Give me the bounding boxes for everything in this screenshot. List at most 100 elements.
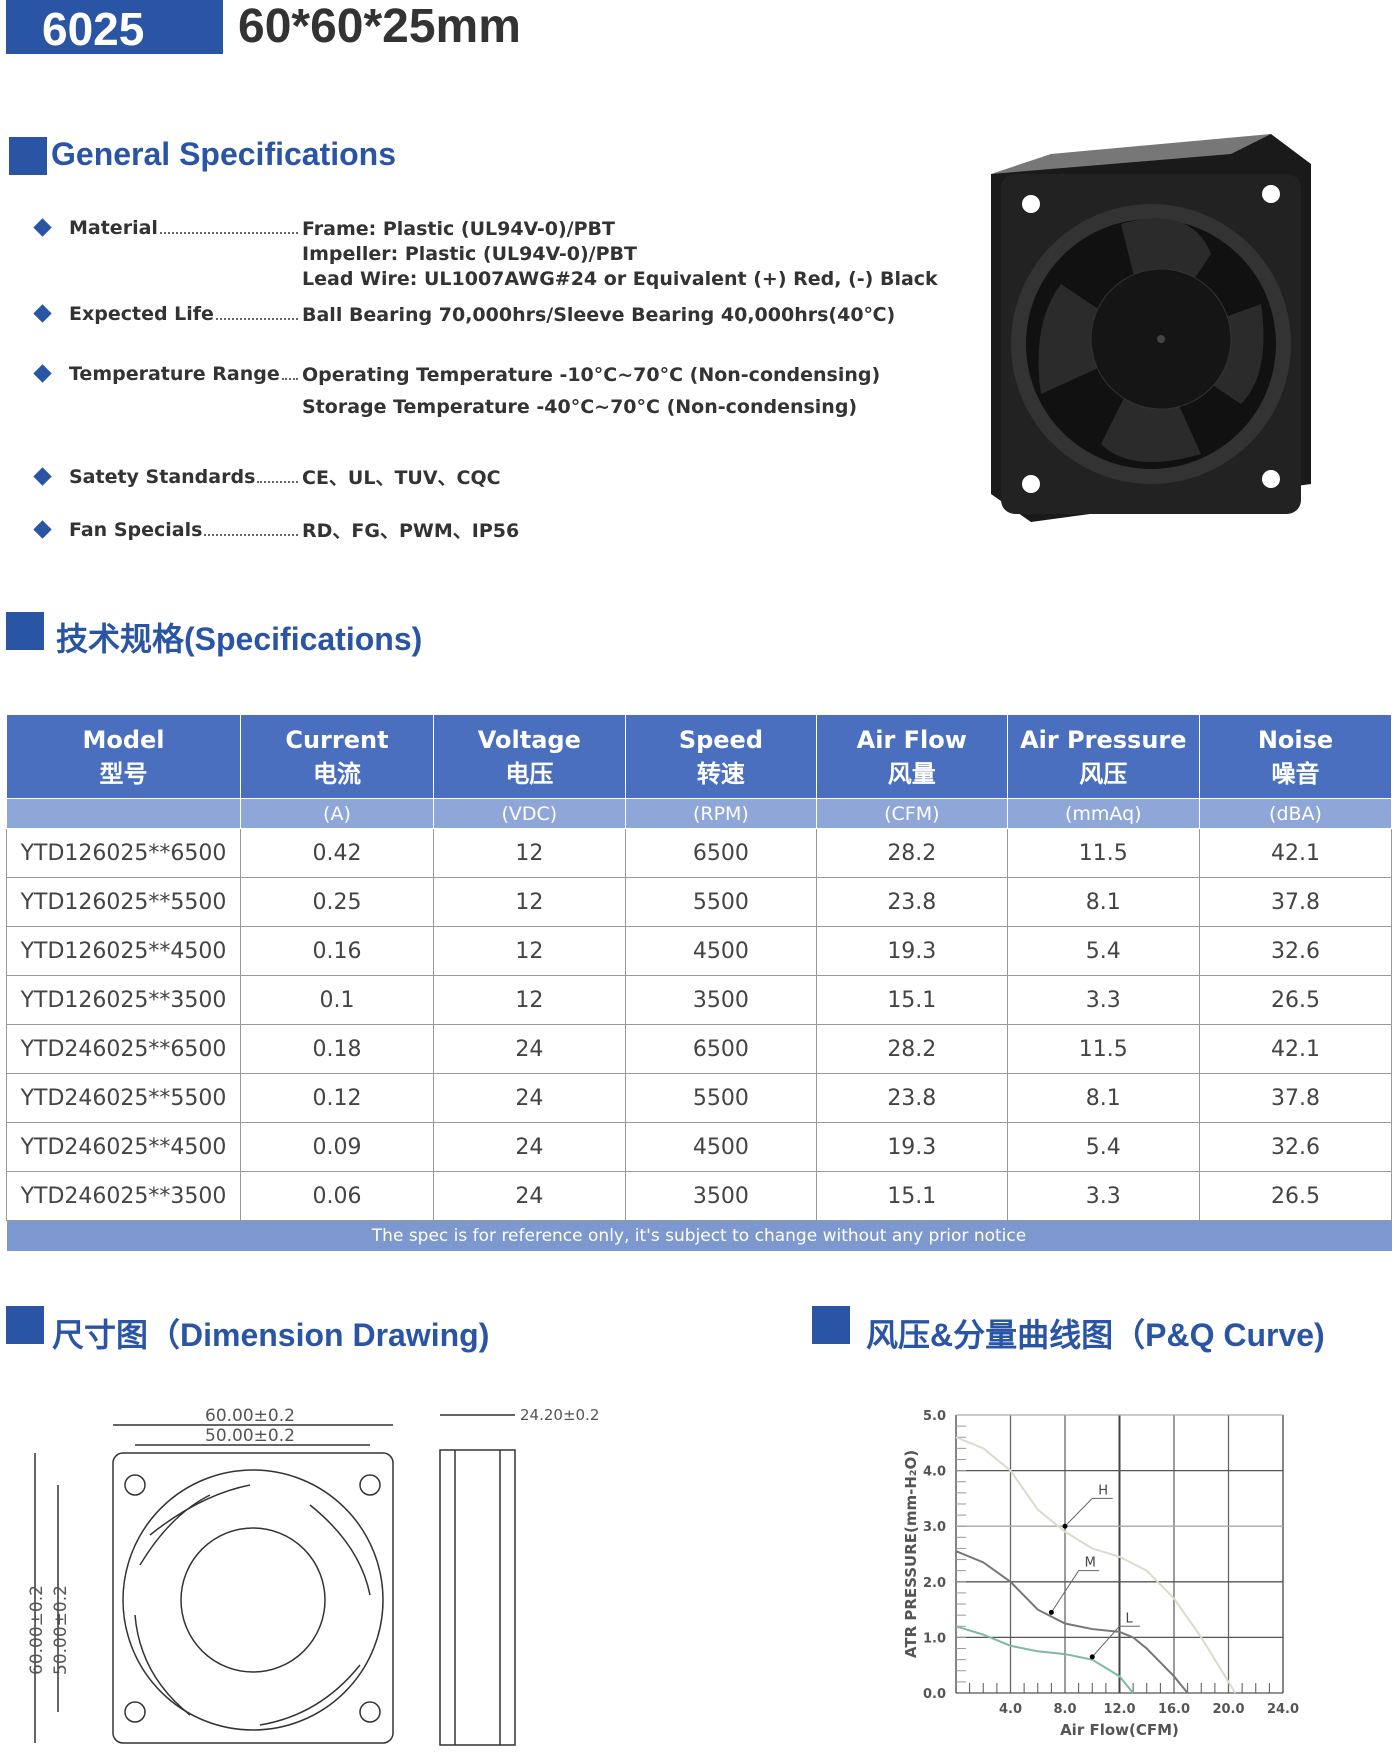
column-unit: (mmAq) (1006, 798, 1201, 829)
y-tick-label: 0.0 (923, 1687, 946, 1702)
annotation-arrow (1089, 1654, 1095, 1660)
pq-curve-chart: 0.0 1.0 2.0 3.0 4.0 5.0 4.0 8.0 12.0 16.0 20.0 24.0… (902, 1409, 1299, 1739)
table-cell: 3.3 (1006, 975, 1201, 1025)
table-cell: 5.4 (1006, 926, 1201, 976)
diamond-bullet-icon (33, 467, 52, 486)
column-header: Speed 转速 (624, 714, 818, 799)
table-cell: 11.5 (1006, 1024, 1201, 1074)
table-row: YTD246025**6500 0.18 24 6500 28.2 11.5 42.1 (5, 1024, 1392, 1074)
table-cell: YTD126025**5500 (5, 877, 242, 927)
section-marker (6, 612, 44, 650)
table-row: YTD246025**5500 0.12 24 5500 23.8 8.1 37.8 (5, 1073, 1392, 1123)
table-cell: YTD126025**4500 (5, 926, 242, 976)
column-unit: (A) (240, 798, 434, 829)
table-cell: 24 (432, 1171, 626, 1221)
table-cell: 5500 (624, 1073, 818, 1123)
spec-label: Expected Life (69, 303, 214, 325)
table-cell: 32.6 (1199, 1122, 1392, 1172)
table-cell: 0.18 (240, 1024, 434, 1074)
table-row: YTD126025**3500 0.1 12 3500 15.1 3.3 26.5 (5, 975, 1392, 1025)
table-cell: 12 (432, 877, 626, 927)
diamond-bullet-icon (33, 304, 52, 323)
table-cell: 19.3 (816, 1122, 1008, 1172)
series-label-L: L (1126, 1611, 1134, 1626)
table-cell: 3500 (624, 1171, 818, 1221)
table-cell: 0.12 (240, 1073, 434, 1123)
table-cell: 0.25 (240, 877, 434, 927)
x-tick-label: 4.0 (999, 1702, 1022, 1717)
spec-label: Fan Specials (69, 519, 203, 541)
table-cell: 42.1 (1199, 828, 1392, 878)
table-cell: 0.1 (240, 975, 434, 1025)
pq-curve-heading: 风压&分量曲线图（P&Q Curve) (866, 1317, 1325, 1353)
table-cell: 0.09 (240, 1122, 434, 1172)
column-header: Noise 噪音 (1199, 714, 1392, 799)
specifications-heading: 技术规格(Specifications) (56, 621, 423, 657)
spec-value: Frame: Plastic (UL94V-0)/PBT (302, 218, 615, 240)
table-cell: 19.3 (816, 926, 1008, 976)
table-cell: 26.5 (1199, 1171, 1392, 1221)
y-tick-label: 5.0 (923, 1409, 946, 1424)
series-line-M (955, 1550, 1189, 1694)
table-cell: 15.1 (816, 975, 1008, 1025)
series-label-M: M (1085, 1556, 1096, 1571)
spec-value: Storage Temperature -40°C~70°C (Non-cond… (302, 396, 858, 418)
table-cell: 4500 (624, 926, 818, 976)
x-axis-label: Air Flow(CFM) (1060, 1721, 1179, 1739)
column-header: Voltage 电压 (432, 714, 626, 799)
table-row: YTD246025**3500 0.06 24 3500 15.1 3.3 26.5 (5, 1171, 1392, 1221)
table-cell: YTD246025**5500 (5, 1073, 242, 1123)
fan-product-image (991, 134, 1311, 522)
spec-label: Temperature Range (69, 363, 280, 385)
table-cell: 0.42 (240, 828, 434, 878)
inner-width-label: 50.00±0.2 (205, 1426, 295, 1446)
table-cell: 8.1 (1006, 1073, 1201, 1123)
column-header: Air Pressure 风压 (1006, 714, 1201, 799)
spec-label: Satety Standards (69, 466, 256, 488)
x-tick-label: 16.0 (1158, 1702, 1190, 1717)
table-cell: 15.1 (816, 1171, 1008, 1221)
table-cell: 8.1 (1006, 877, 1201, 927)
table-cell: 4500 (624, 1122, 818, 1172)
table-row: YTD126025**5500 0.25 12 5500 23.8 8.1 37.8 (5, 877, 1392, 927)
leader-dots (204, 534, 298, 536)
table-cell: 11.5 (1006, 828, 1201, 878)
inner-height-label: 50.00±0.2 (51, 1585, 71, 1675)
specifications-table: Model 型号 Current 电流 Voltage 电压 Speed 转速 Air Flow… (5, 714, 1392, 1251)
table-cell: 26.5 (1199, 975, 1392, 1025)
y-axis-label: ATR PRESSURE(mm-H₂O) (902, 1450, 920, 1658)
table-footnote: The spec is for reference only, it's sub… (6, 1220, 1392, 1251)
table-cell: 32.6 (1199, 926, 1392, 976)
section-marker (6, 1306, 44, 1344)
y-tick-label: 2.0 (923, 1576, 946, 1591)
table-cell: 5500 (624, 877, 818, 927)
column-unit: (CFM) (816, 798, 1008, 829)
section-marker (812, 1306, 850, 1344)
y-tick-label: 4.0 (923, 1465, 946, 1480)
column-header: Model 型号 (5, 714, 242, 799)
table-cell: 3.3 (1006, 1171, 1201, 1221)
general-specs-heading: General Specifications (51, 136, 397, 172)
spec-value: Impeller: Plastic (UL94V-0)/PBT (302, 243, 637, 265)
table-cell: 12 (432, 828, 626, 878)
table-cell: 12 (432, 975, 626, 1025)
fan-dimensions-title: 60*60*25mm (238, 0, 521, 53)
model-code-badge: 6025 (6, 0, 223, 55)
table-row: YTD126025**6500 0.42 12 6500 28.2 11.5 42.1 (5, 828, 1392, 878)
x-tick-label: 20.0 (1212, 1702, 1244, 1717)
annotation-leader (1091, 1625, 1140, 1658)
section-marker (9, 137, 47, 175)
table-cell: YTD246025**6500 (5, 1024, 242, 1074)
table-cell: 37.8 (1199, 877, 1392, 927)
diamond-bullet-icon (33, 364, 52, 383)
spec-label: Material (69, 217, 158, 239)
x-tick-label: 8.0 (1053, 1702, 1076, 1717)
spec-value: Ball Bearing 70,000hrs/Sleeve Bearing 40… (302, 304, 896, 326)
table-cell: YTD246025**4500 (5, 1122, 242, 1172)
annotation-arrow (1062, 1523, 1068, 1529)
table-row: YTD246025**4500 0.09 24 4500 19.3 5.4 32.6 (5, 1122, 1392, 1172)
table-cell: 24 (432, 1073, 626, 1123)
table-cell: 6500 (624, 1024, 818, 1074)
column-header: Air Flow 风量 (816, 714, 1008, 799)
spec-value: RD、FG、PWM、IP56 (302, 520, 520, 542)
